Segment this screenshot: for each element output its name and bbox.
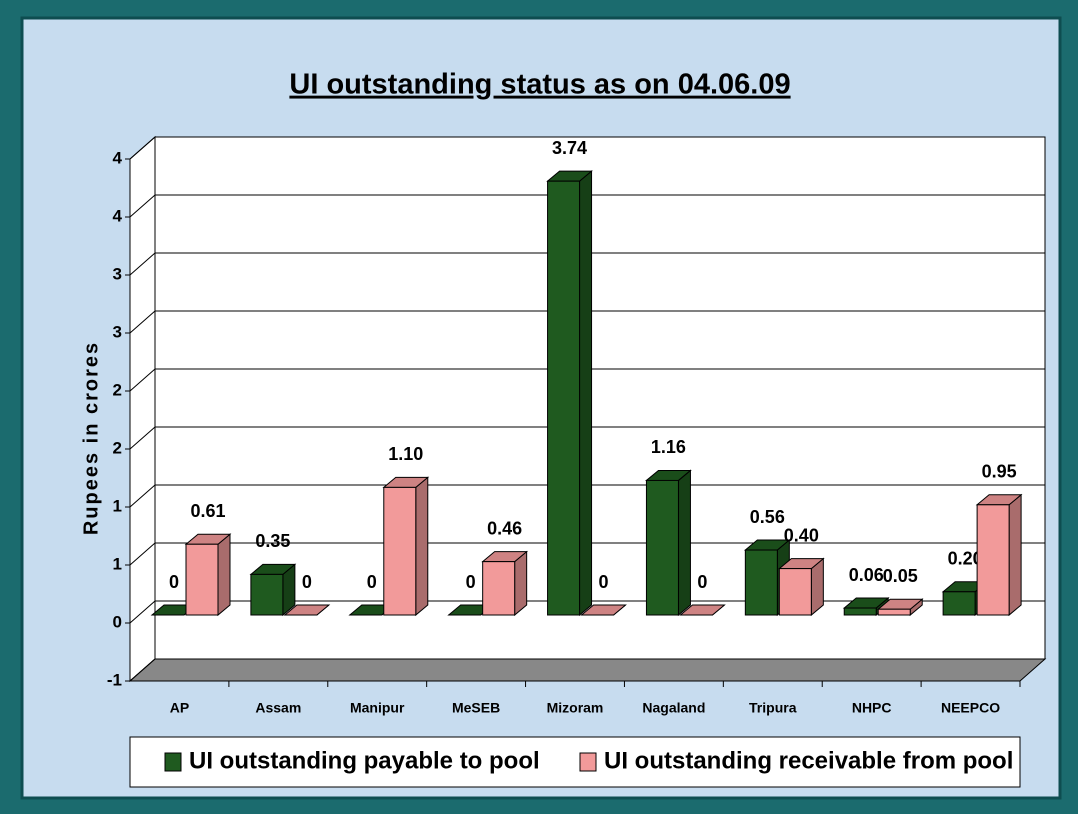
y-tick-label: 3 xyxy=(113,264,122,283)
legend-label: UI outstanding payable to pool xyxy=(189,747,540,774)
bar xyxy=(548,181,580,615)
bar-side xyxy=(515,552,527,615)
data-label: 0 xyxy=(466,572,476,592)
data-label: 0.95 xyxy=(982,462,1017,482)
data-label: 0.61 xyxy=(190,501,225,521)
data-label: 1.16 xyxy=(651,437,686,457)
data-label: 0 xyxy=(169,572,179,592)
data-label: 0 xyxy=(697,572,707,592)
floor xyxy=(130,659,1045,681)
data-label: 3.74 xyxy=(552,138,587,158)
data-label: 0.46 xyxy=(487,518,522,538)
bar xyxy=(384,487,416,615)
chart-title: UI outstanding status as on 04.06.09 xyxy=(289,69,790,101)
y-axis-label: Rupees in crores xyxy=(80,341,102,535)
legend-swatch xyxy=(580,753,596,771)
data-label: 0.05 xyxy=(883,566,918,586)
bar-side xyxy=(678,470,690,615)
y-tick-label: 2 xyxy=(113,380,122,399)
bar-side xyxy=(1009,495,1021,615)
bar-side xyxy=(218,534,230,615)
data-label: 0.35 xyxy=(255,531,290,551)
y-tick-label: 4 xyxy=(113,148,123,167)
bar xyxy=(878,609,910,615)
x-tick-label: Manipur xyxy=(350,700,405,716)
y-tick-label: 1 xyxy=(113,554,122,573)
x-tick-label: Nagaland xyxy=(642,700,705,716)
y-tick-label: 1 xyxy=(113,496,122,515)
bar-side xyxy=(416,477,428,615)
y-tick-label: -1 xyxy=(107,670,122,689)
data-label: 0.40 xyxy=(784,525,819,545)
bar xyxy=(251,574,283,615)
y-tick-label: 2 xyxy=(113,438,122,457)
bar xyxy=(943,592,975,615)
data-label: 0 xyxy=(599,572,609,592)
bar xyxy=(186,544,218,615)
bar xyxy=(483,562,515,615)
x-tick-label: NHPC xyxy=(852,700,892,716)
data-label: 0.56 xyxy=(750,507,785,527)
x-tick-label: Tripura xyxy=(749,700,797,716)
x-tick-label: Assam xyxy=(255,700,301,716)
x-tick-label: AP xyxy=(170,700,189,716)
side-wall xyxy=(130,137,155,681)
data-label: 0.06 xyxy=(849,565,884,585)
y-tick-label: 4 xyxy=(113,206,123,225)
legend-swatch xyxy=(165,753,181,771)
x-tick-label: MeSEB xyxy=(452,700,500,716)
data-label: 1.10 xyxy=(388,444,423,464)
bar xyxy=(844,608,876,615)
legend-label: UI outstanding receivable from pool xyxy=(604,747,1013,774)
data-label: 0 xyxy=(367,572,377,592)
bar xyxy=(977,505,1009,615)
bar xyxy=(779,569,811,615)
bar-side xyxy=(580,171,592,615)
y-tick-label: 0 xyxy=(113,612,122,631)
data-label: 0 xyxy=(302,572,312,592)
x-tick-label: NEEPCO xyxy=(941,700,1000,716)
bar xyxy=(646,480,678,615)
y-tick-label: 3 xyxy=(113,322,122,341)
x-tick-label: Mizoram xyxy=(547,700,604,716)
bar xyxy=(745,550,777,615)
